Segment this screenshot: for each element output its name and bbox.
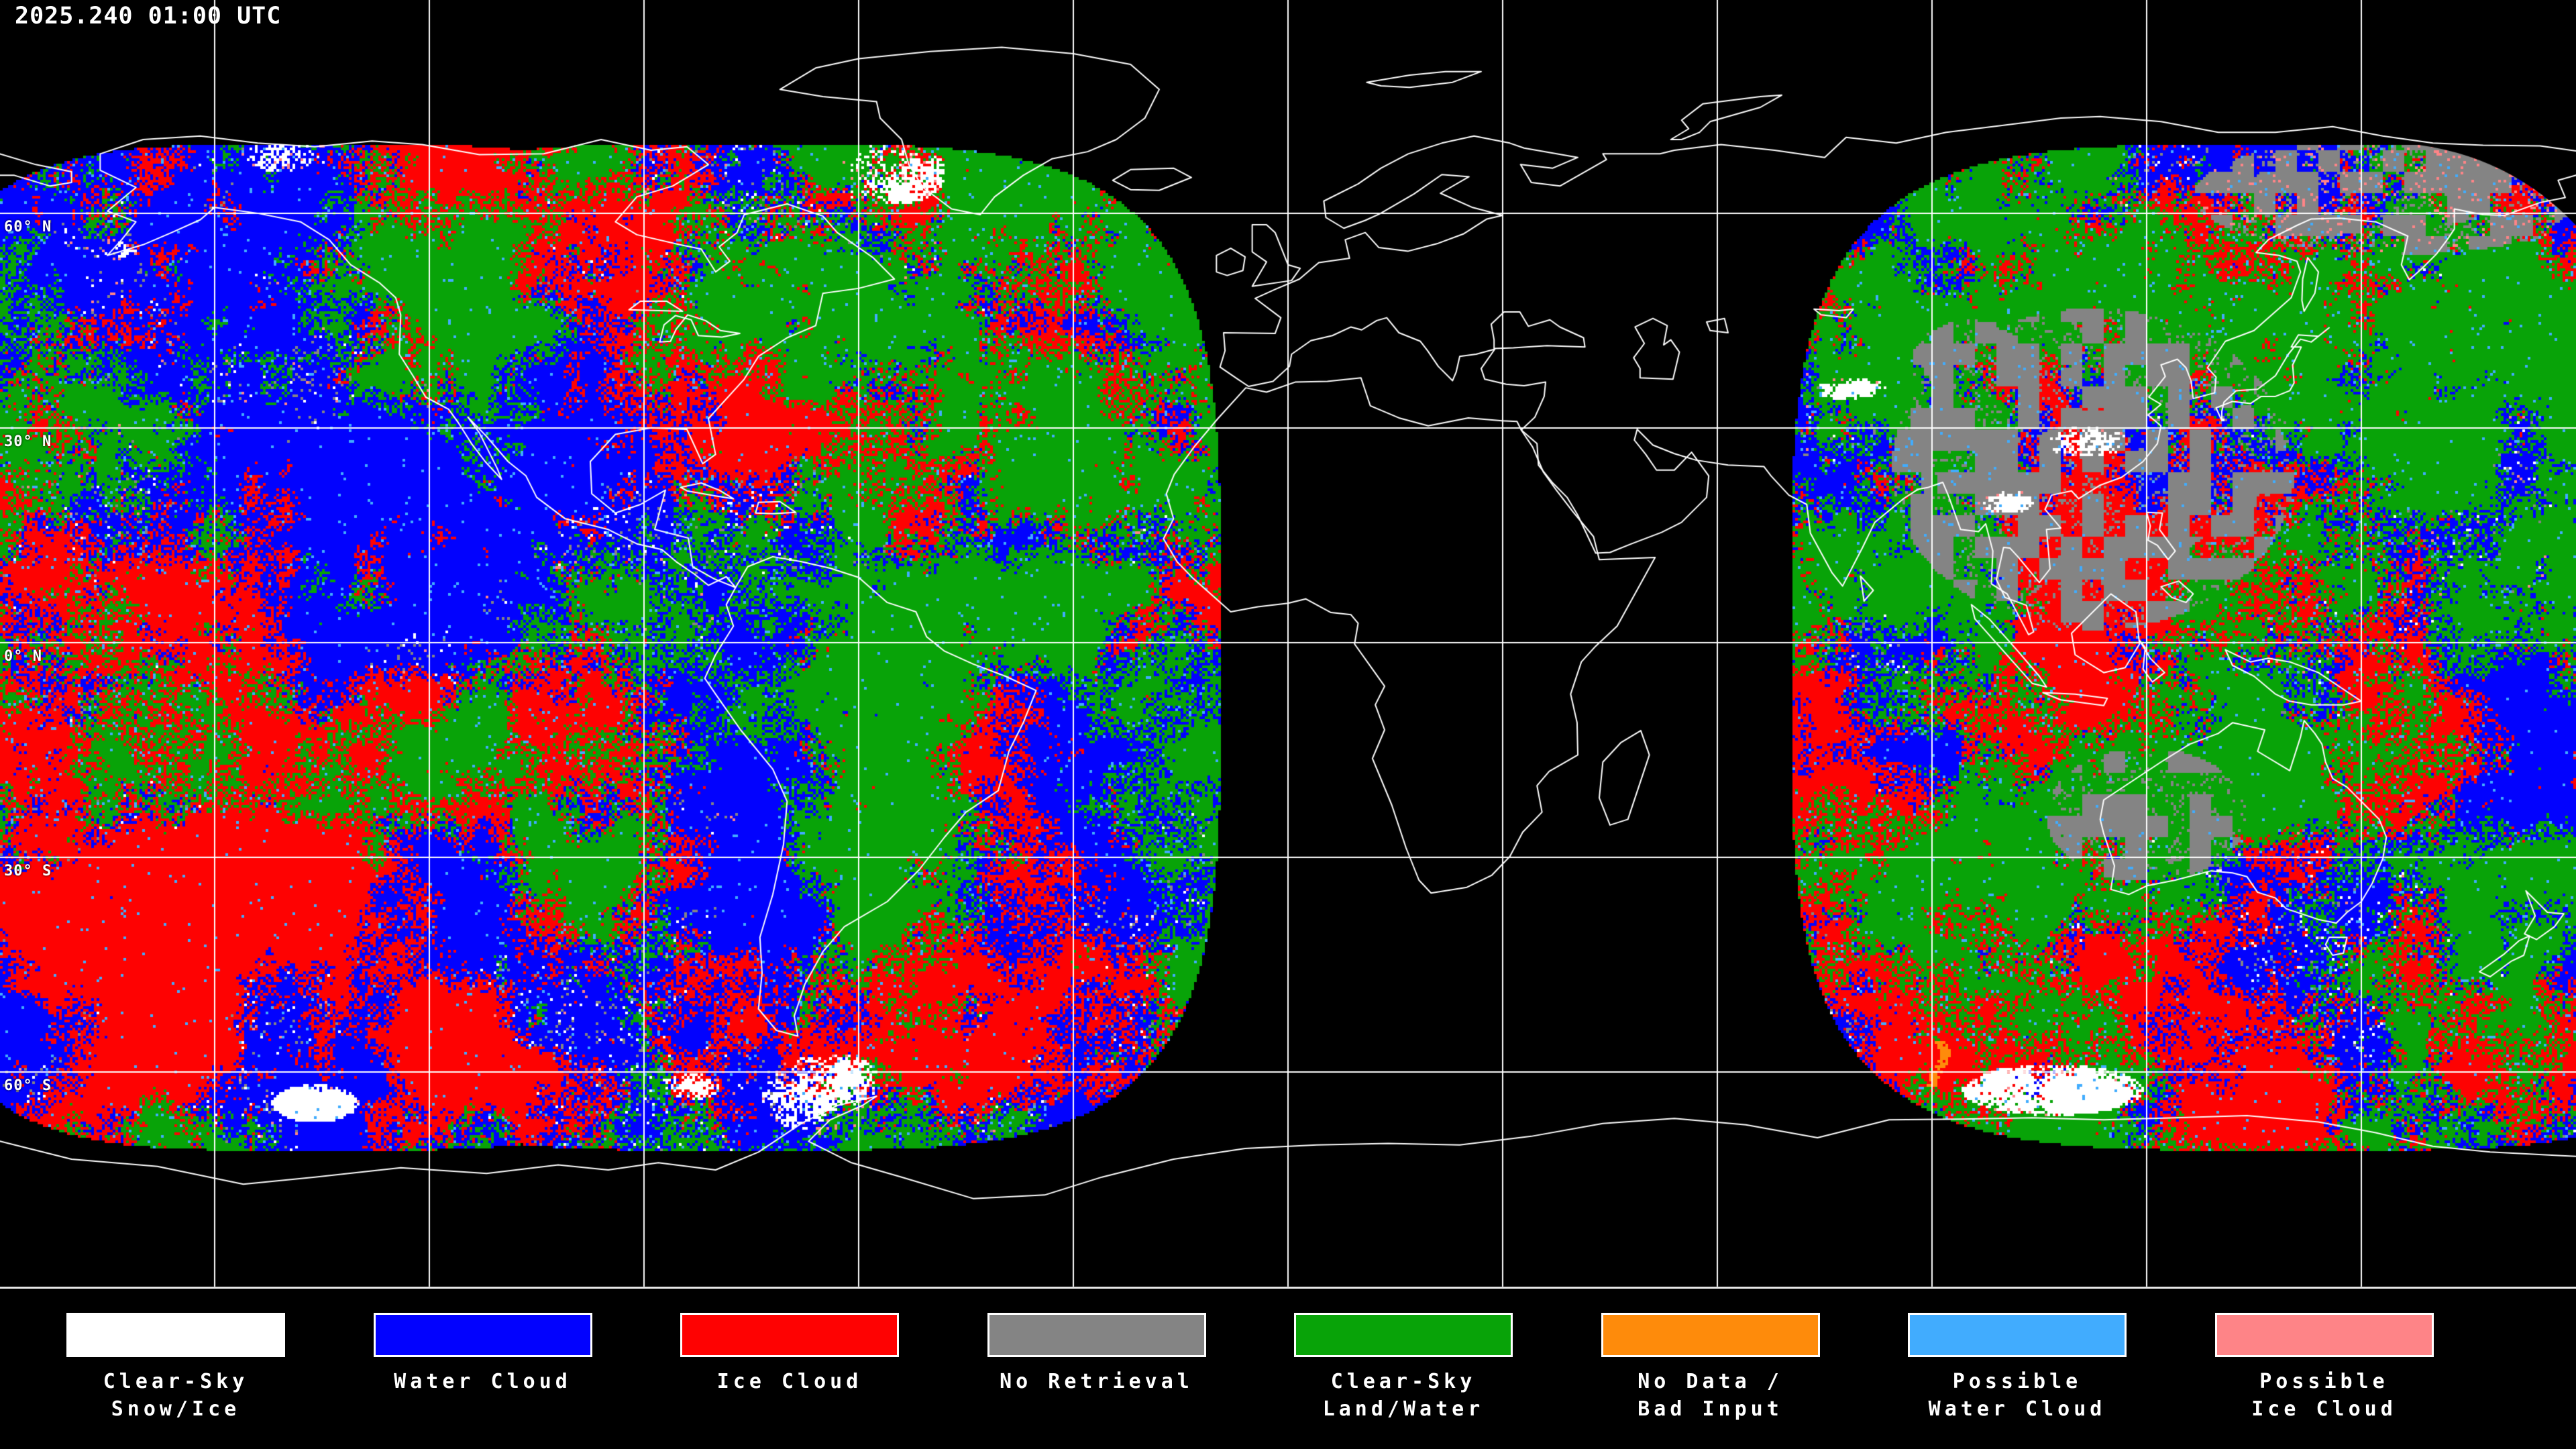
legend-label-possible-ice-cloud: Possible Ice Cloud: [2171, 1368, 2478, 1423]
timestamp: 2025.240 01:00 UTC: [15, 3, 282, 30]
legend-item-water-cloud: Water Cloud: [329, 1289, 637, 1395]
legend-swatch-clear-sky-land-water: [1294, 1313, 1513, 1357]
legend-swatch-water-cloud: [373, 1313, 592, 1357]
legend-swatch-clear-sky-snow-ice: [66, 1313, 285, 1357]
legend-label-line: Ice Cloud: [716, 1370, 863, 1393]
legend-label-clear-sky-land-water: Clear-Sky Land/Water: [1250, 1368, 1557, 1423]
latitude-label--60: 60° S: [4, 1077, 52, 1094]
legend: Clear-Sky Snow/Ice Water Cloud Ice Cloud No …: [0, 1289, 2576, 1449]
legend-label-line: Possible: [2259, 1370, 2389, 1393]
legend-label-line: Possible: [1952, 1370, 2082, 1393]
legend-label-line: No Retrieval: [1000, 1370, 1193, 1393]
latitude-label--30: 30° S: [4, 863, 52, 879]
legend-item-clear-sky-snow-ice: Clear-Sky Snow/Ice: [22, 1289, 329, 1423]
legend-label-line: Water Cloud: [1928, 1397, 2106, 1421]
legend-label-no-retrieval: No Retrieval: [943, 1368, 1250, 1395]
world-map-canvas: [0, 0, 2576, 1289]
latitude-label-60: 60° N: [4, 219, 52, 235]
legend-item-ice-cloud: Ice Cloud: [636, 1289, 943, 1395]
legend-label-clear-sky-snow-ice: Clear-Sky Snow/Ice: [22, 1368, 329, 1423]
legend-swatch-no-retrieval: [987, 1313, 1206, 1357]
legend-swatch-possible-ice-cloud: [2214, 1313, 2434, 1357]
legend-swatch-possible-water-cloud: [1908, 1313, 2127, 1357]
legend-label-no-data-bad-input: No Data / Bad Input: [1557, 1368, 1864, 1423]
legend-swatch-no-data-bad-input: [1601, 1313, 1820, 1357]
legend-label-ice-cloud: Ice Cloud: [636, 1368, 943, 1395]
legend-label-line: No Data /: [1638, 1370, 1783, 1393]
legend-label-line: Bad Input: [1638, 1397, 1783, 1421]
legend-label-possible-water-cloud: Possible Water Cloud: [1864, 1368, 2171, 1423]
legend-item-no-data-bad-input: No Data / Bad Input: [1557, 1289, 1864, 1423]
legend-label-line: Clear-Sky: [103, 1370, 249, 1393]
legend-item-possible-ice-cloud: Possible Ice Cloud: [2171, 1289, 2478, 1423]
legend-label-line: Snow/Ice: [111, 1397, 241, 1421]
legend-label-line: Water Cloud: [394, 1370, 572, 1393]
legend-label-line: Ice Cloud: [2251, 1397, 2397, 1421]
legend-swatch-ice-cloud: [680, 1313, 899, 1357]
legend-item-possible-water-cloud: Possible Water Cloud: [1864, 1289, 2171, 1423]
latitude-label-0: 0° N: [4, 648, 42, 665]
latitude-label-30: 30° N: [4, 433, 52, 450]
legend-label-water-cloud: Water Cloud: [329, 1368, 637, 1395]
legend-item-clear-sky-land-water: Clear-Sky Land/Water: [1250, 1289, 1557, 1423]
legend-label-line: Land/Water: [1322, 1397, 1485, 1421]
legend-label-line: Clear-Sky: [1330, 1370, 1477, 1393]
legend-separator-line: [0, 1287, 2576, 1289]
legend-item-no-retrieval: No Retrieval: [943, 1289, 1250, 1395]
